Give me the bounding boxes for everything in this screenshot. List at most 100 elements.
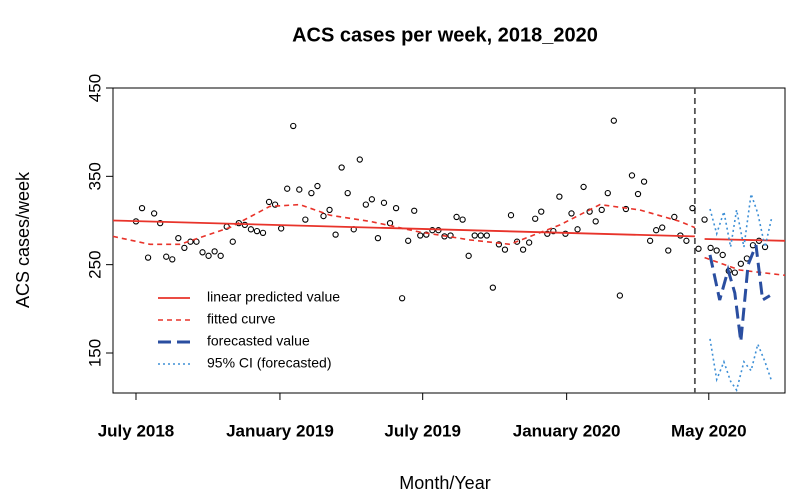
data-point <box>622 205 630 213</box>
data-point <box>284 185 291 192</box>
data-point <box>550 227 557 235</box>
data-point <box>507 212 515 219</box>
data-point <box>181 244 188 252</box>
data-point <box>459 216 466 223</box>
data-point <box>320 212 327 220</box>
y-axis-label: ACS cases/week <box>13 171 33 308</box>
data-point <box>380 199 388 206</box>
data-point <box>138 204 146 212</box>
chart-title: ACS cases per week, 2018_2020 <box>292 24 598 46</box>
data-point <box>338 164 345 171</box>
series-line <box>112 219 786 242</box>
x-tick-label: January 2020 <box>513 421 621 440</box>
data-point <box>616 292 624 299</box>
data-point <box>453 213 460 221</box>
data-point <box>653 227 660 234</box>
data-point <box>157 219 164 227</box>
x-tick-label: May 2020 <box>671 421 747 440</box>
data-point <box>265 198 273 206</box>
data-point <box>169 256 176 263</box>
y-tick-label: 350 <box>85 162 104 190</box>
data-point <box>695 245 702 252</box>
data-point <box>278 225 285 232</box>
data-point <box>429 227 436 234</box>
x-axis-label: Month/Year <box>399 473 490 493</box>
data-point <box>477 232 484 239</box>
data-point <box>344 189 351 197</box>
data-point <box>483 232 490 239</box>
series-line <box>709 193 773 393</box>
data-point <box>610 117 617 124</box>
data-point <box>253 227 261 235</box>
data-point <box>247 226 255 233</box>
data-point <box>683 237 690 244</box>
data-point <box>398 295 406 302</box>
data-point <box>665 247 672 254</box>
data-point <box>538 208 545 215</box>
legend-label: forecasted value <box>207 333 310 349</box>
data-point <box>205 252 212 259</box>
data-point <box>447 232 454 239</box>
data-point <box>628 172 636 179</box>
data-point <box>144 254 152 261</box>
data-point <box>302 216 309 223</box>
data-point <box>525 239 533 246</box>
data-point <box>640 178 648 185</box>
data-point <box>368 196 376 203</box>
data-point <box>296 186 303 193</box>
data-point <box>737 260 744 267</box>
data-point <box>489 284 497 291</box>
data-point <box>671 213 678 221</box>
data-point <box>471 232 478 239</box>
data-point <box>598 206 605 214</box>
data-point <box>229 238 236 245</box>
series-line <box>708 244 771 342</box>
data-point <box>175 235 182 242</box>
y-tick-label: 450 <box>85 74 104 102</box>
data-point <box>290 122 297 130</box>
y-tick-label: 150 <box>85 339 104 367</box>
data-point <box>495 241 503 248</box>
data-point <box>707 244 714 252</box>
data-point <box>713 247 720 254</box>
data-point <box>374 235 382 242</box>
data-point <box>405 237 412 244</box>
data-point <box>604 189 611 197</box>
data-point <box>259 229 267 237</box>
data-point <box>634 190 642 198</box>
data-point <box>689 204 696 212</box>
data-point <box>199 249 206 256</box>
data-point <box>411 207 418 214</box>
data-point <box>574 226 581 233</box>
x-tick-label: January 2019 <box>226 421 334 440</box>
data-point <box>646 237 654 244</box>
data-point <box>556 193 563 200</box>
data-point <box>544 230 551 237</box>
data-point <box>532 215 539 222</box>
legend-label: fitted curve <box>207 311 276 327</box>
x-tick-label: July 2019 <box>384 421 461 440</box>
data-point <box>163 253 170 260</box>
x-tick-label: July 2018 <box>98 421 175 440</box>
data-point <box>356 156 363 163</box>
data-point <box>423 231 430 238</box>
data-point <box>271 201 279 208</box>
data-point <box>501 246 509 253</box>
data-point <box>580 183 587 191</box>
data-point <box>731 269 738 276</box>
data-point <box>362 201 369 208</box>
data-point <box>719 251 726 259</box>
data-point <box>217 252 224 259</box>
data-point <box>211 248 218 255</box>
data-point <box>592 218 599 225</box>
data-point <box>326 206 333 214</box>
data-point <box>465 252 472 259</box>
legend-label: linear predicted value <box>207 289 340 305</box>
data-point <box>308 189 315 197</box>
legend-label: 95% CI (forecasted) <box>207 355 332 371</box>
data-point <box>701 216 708 223</box>
data-point <box>314 182 321 190</box>
series-line <box>112 203 786 277</box>
data-point <box>568 210 575 217</box>
